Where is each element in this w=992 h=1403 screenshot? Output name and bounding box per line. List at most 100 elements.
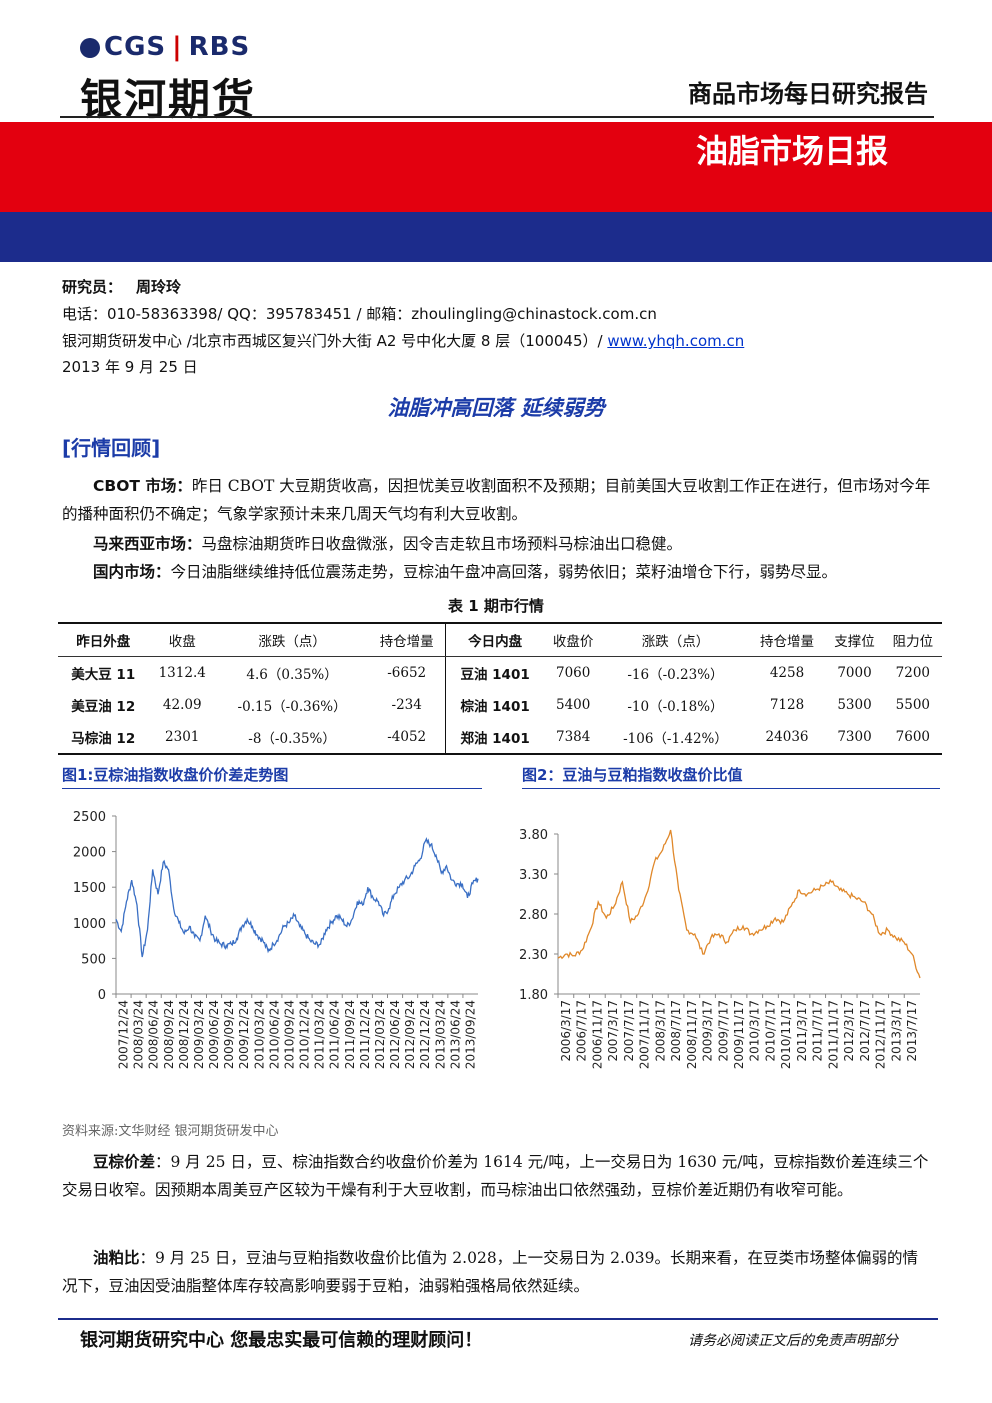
contact-line: 电话：010-58363398/ QQ：395783451 / 邮箱：zhoul… (62, 305, 657, 323)
x-tick-label: 2008/09/24 (162, 1000, 176, 1069)
x-tick-label: 2011/12/24 (358, 1000, 372, 1069)
website-link[interactable]: www.yhqh.com.cn (607, 332, 745, 350)
review-label: 马来西亚市场： (93, 535, 202, 553)
table-row: 美大豆 11 1312.4 4.6（0.35%） -6652 豆油 1401 7… (58, 656, 942, 689)
y-tick-label: 2.80 (519, 908, 548, 923)
x-tick-label: 2012/7/17 (858, 1000, 872, 1062)
series-line (557, 829, 921, 979)
x-tick-label: 2010/11/17 (779, 1000, 793, 1069)
analysis-spread: 豆棕价差：9 月 25 日，豆、棕油指数合约收盘价价差为 1614 元/吨，上一… (62, 1148, 932, 1204)
table-cell: -106（-1.42%） (623, 731, 728, 747)
analyst-line: 研究员： 周玲玲 (62, 276, 181, 297)
x-tick-label: 2009/3/17 (701, 1000, 715, 1062)
table-header: 阻力位 (883, 623, 942, 657)
logo-rbs-text: RBS (188, 32, 251, 62)
red-banner (0, 122, 992, 212)
table-cell: 5300 (837, 697, 872, 713)
x-tick-label: 2009/7/17 (716, 1000, 730, 1062)
analysis-label: 豆棕价差 (93, 1153, 156, 1171)
x-tick-label: 2007/3/17 (606, 1000, 620, 1062)
review-text: 今日油脂继续维持低位震荡走势，豆棕油午盘冲高回落，弱势依旧；菜籽油增仓下行，弱势… (170, 563, 838, 581)
table-cell: 豆油 1401 (445, 656, 545, 689)
review-label: CBOT 市场： (93, 477, 192, 495)
review-cbot: CBOT 市场：昨日 CBOT 大豆期货收高，因担忧美豆收割面积不及预期；目前美… (62, 472, 932, 528)
table-cell: 24036 (765, 729, 809, 745)
cgs-logo-icon (80, 38, 100, 58)
x-tick-label: 2009/06/24 (207, 1000, 221, 1069)
table-header: 持仓增量 (748, 623, 826, 657)
table-header: 持仓增量 (368, 623, 446, 657)
table-cell: 4.6（0.35%） (246, 667, 338, 683)
analyst-label: 研究员： (62, 278, 123, 296)
table-cell: -0.15（-0.36%） (237, 699, 347, 715)
footer-disclaimer: 请务必阅读正文后的免责声明部分 (688, 1333, 898, 1349)
blue-banner (0, 212, 992, 262)
y-tick-label: 500 (81, 952, 106, 967)
figure2-rule (522, 788, 940, 789)
header-divider (60, 116, 934, 118)
table-cell: 棕油 1401 (445, 689, 545, 721)
x-tick-label: 2011/3/17 (795, 1000, 809, 1062)
review-text: 马盘棕油期货昨日收盘微涨，因令吉走软且市场预料马棕油出口稳健。 (201, 535, 683, 553)
table-cell: -8（-0.35%） (248, 731, 336, 747)
x-tick-label: 2012/09/24 (403, 1000, 417, 1069)
y-tick-label: 1000 (73, 917, 106, 932)
table-cell: 美大豆 11 (71, 667, 136, 683)
table-cell: 5400 (555, 697, 591, 713)
x-tick-label: 2012/12/24 (418, 1000, 432, 1069)
review-domestic: 国内市场：今日油脂继续维持低位震荡走势，豆棕油午盘冲高回落，弱势依旧；菜籽油增仓… (62, 558, 932, 586)
review-malaysia: 马来西亚市场：马盘棕油期货昨日收盘微涨，因令吉走软且市场预料马棕油出口稳健。 (62, 530, 932, 558)
table-header: 涨跌（点） (215, 623, 369, 657)
figure2-title: 图2：豆油与豆粕指数收盘价比值 (522, 766, 743, 784)
table-cell: 郑油 1401 (445, 721, 545, 754)
table-row: 马棕油 12 2301 -8（-0.35%） -4052 郑油 1401 738… (58, 721, 942, 754)
x-tick-label: 2006/7/17 (575, 1000, 589, 1062)
analyst-name: 周玲玲 (136, 278, 182, 296)
x-tick-label: 2009/09/24 (222, 1000, 236, 1069)
x-tick-label: 2008/12/24 (177, 1000, 191, 1069)
table-cell: 1312.4 (158, 665, 206, 681)
table-cell: 42.09 (162, 697, 202, 713)
y-tick-label: 2500 (73, 810, 106, 825)
table-header: 收盘 (148, 623, 216, 657)
table-cell: 7000 (837, 665, 872, 681)
address-text: 银河期货研发中心 /北京市西城区复兴门外大街 A2 号中化大厦 8 层（1000… (62, 332, 608, 350)
table-cell: -10（-0.18%） (627, 699, 724, 715)
review-label: 国内市场： (93, 563, 171, 581)
table-cell: 7128 (769, 697, 805, 713)
review-text: 昨日 CBOT 大豆期货收高，因担忧美豆收割面积不及预期；目前美国大豆收割工作正… (62, 477, 931, 523)
x-tick-label: 2007/7/17 (622, 1000, 636, 1062)
table-cell: 美豆油 12 (71, 699, 136, 715)
x-tick-label: 2011/09/24 (343, 1000, 357, 1069)
table-cell: 7060 (555, 665, 591, 681)
table-cell: 马棕油 12 (71, 731, 136, 747)
x-tick-label: 2007/11/17 (638, 1000, 652, 1069)
x-tick-label: 2010/12/24 (298, 1000, 312, 1069)
analysis-label: 油粕比 (93, 1249, 140, 1267)
x-tick-label: 2008/11/17 (685, 1000, 699, 1069)
section-title: [行情回顾] (62, 436, 161, 460)
x-tick-label: 2012/11/17 (874, 1000, 888, 1069)
main-title: 油脂冲高回落 延续弱势 (387, 396, 605, 420)
x-tick-label: 2013/3/17 (889, 1000, 903, 1062)
table-header: 昨日外盘 (58, 623, 149, 657)
y-tick-label: 1500 (73, 881, 106, 896)
x-tick-label: 2006/11/17 (590, 1000, 604, 1069)
x-tick-label: 2010/7/17 (763, 1000, 777, 1062)
x-tick-label: 2010/3/17 (748, 1000, 762, 1062)
table-cell: 5500 (895, 697, 930, 713)
table-cell: 4258 (769, 665, 805, 681)
x-tick-label: 2007/12/24 (117, 1000, 131, 1069)
table-cell: 2301 (165, 729, 200, 745)
x-tick-label: 2011/06/24 (328, 1000, 342, 1069)
x-tick-label: 2006/3/17 (559, 1000, 573, 1062)
table-header-row: 昨日外盘 收盘 涨跌（点） 持仓增量 今日内盘 收盘价 涨跌（点） 持仓增量 支… (58, 623, 942, 657)
table-cell: -6652 (387, 665, 427, 681)
table-header: 涨跌（点） (602, 623, 749, 657)
figure1-title: 图1:豆棕油指数收盘价价差走势图 (62, 766, 289, 784)
x-tick-label: 2012/06/24 (388, 1000, 402, 1069)
spread-chart: 0 500 1000 1500 2000 2500 2007/12/24 2008/03/24… (73, 810, 479, 1069)
x-tick-label: 2008/06/24 (147, 1000, 161, 1069)
x-tick-label: 2011/03/24 (313, 1000, 327, 1069)
